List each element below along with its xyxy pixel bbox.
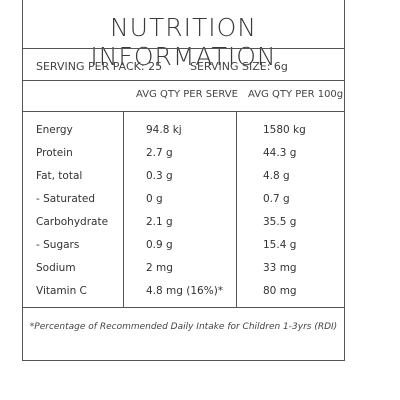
panel-title: NUTRITION INFORMATION <box>90 13 277 71</box>
nutrient-per-serve: 94.8 kj <box>146 124 182 136</box>
nutrition-panel: NUTRITION INFORMATION SERVING PER PACK: … <box>22 0 345 361</box>
nutrient-per-serve: 2 mg <box>146 262 173 274</box>
nutrient-row: Vitamin C 4.8 mg (16%)* 80 mg <box>23 285 344 308</box>
footnote: *Percentage of Recommended Daily Intake … <box>29 322 338 332</box>
serving-size: SERVING SIZE: 6g <box>190 60 288 73</box>
column-header-per-serve: AVG QTY PER SERVE <box>136 89 238 100</box>
nutrient-name: Protein <box>36 147 73 159</box>
nutrient-per-serve: 2.7 g <box>146 147 173 159</box>
nutrient-name: Energy <box>36 124 73 136</box>
divider-footnote <box>23 307 344 308</box>
column-header-per-100g: AVG QTY PER 100g <box>248 89 344 100</box>
nutrient-row: Sodium 2 mg 33 mg <box>23 262 344 285</box>
nutrient-name: Fat, total <box>36 170 83 182</box>
column-divider-2 <box>236 111 237 307</box>
nutrient-row: Fat, total 0.3 g 4.8 g <box>23 170 344 193</box>
nutrient-per-serve: 0.9 g <box>146 239 173 251</box>
nutrient-row: - Saturated 0 g 0.7 g <box>23 193 344 216</box>
nutrient-per-100g: 44.3 g <box>263 147 297 159</box>
divider-header <box>23 111 344 112</box>
nutrient-per-100g: 1580 kg <box>263 124 306 136</box>
column-divider-1 <box>123 111 124 307</box>
nutrient-per-100g: 80 mg <box>263 285 297 297</box>
nutrient-per-serve: 0.3 g <box>146 170 173 182</box>
serving-per-pack: SERVING PER PACK: 25 <box>36 60 163 73</box>
nutrient-per-100g: 35.5 g <box>263 216 297 228</box>
nutrient-name: - Saturated <box>36 193 95 205</box>
nutrient-name: Carbohydrate <box>36 216 109 228</box>
nutrient-per-serve: 0 g <box>146 193 163 205</box>
nutrient-name: Sodium <box>36 262 76 274</box>
nutrient-per-100g: 33 mg <box>263 262 297 274</box>
nutrient-per-100g: 0.7 g <box>263 193 290 205</box>
nutrient-per-serve: 4.8 mg (16%)* <box>146 285 224 297</box>
divider-serving <box>23 80 344 81</box>
nutrient-row: Energy 94.8 kj 1580 kg <box>23 124 344 147</box>
nutrient-row: Protein 2.7 g 44.3 g <box>23 147 344 170</box>
divider-title <box>23 48 344 49</box>
nutrient-per-100g: 15.4 g <box>263 239 297 251</box>
nutrient-name: Vitamin C <box>36 285 87 297</box>
nutrient-row: - Sugars 0.9 g 15.4 g <box>23 239 344 262</box>
nutrient-name: - Sugars <box>36 239 80 251</box>
nutrient-row: Carbohydrate 2.1 g 35.5 g <box>23 216 344 239</box>
nutrient-per-serve: 2.1 g <box>146 216 173 228</box>
nutrient-per-100g: 4.8 g <box>263 170 290 182</box>
